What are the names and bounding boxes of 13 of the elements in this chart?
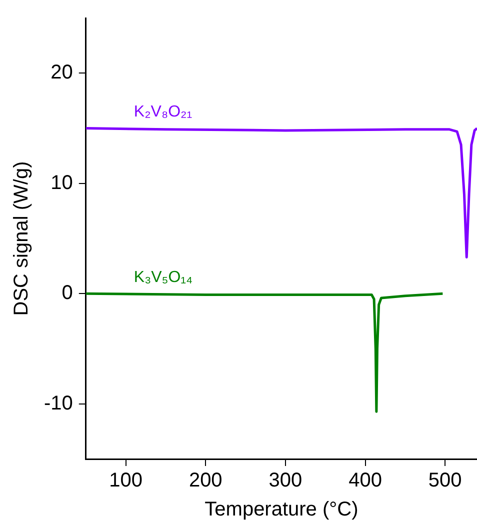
x-tick-label: 100 [109, 470, 142, 492]
x-tick-label: 200 [188, 470, 222, 492]
x-tick-label: 300 [268, 470, 302, 492]
series-label: K₃V₅O₁₄ [134, 269, 193, 286]
x-tick-label: 500 [428, 470, 462, 492]
series-label: K₂V₈O₂₁ [134, 104, 192, 121]
y-tick-label: 0 [62, 282, 73, 304]
x-axis-title: Temperature (°C) [204, 498, 358, 521]
y-tick-label: 10 [50, 172, 73, 194]
y-tick-label: -10 [44, 392, 73, 414]
x-tick-label: 400 [348, 470, 382, 492]
y-tick-label: 20 [50, 62, 73, 84]
y-axis-title: DSC signal (W/g) [10, 161, 33, 316]
